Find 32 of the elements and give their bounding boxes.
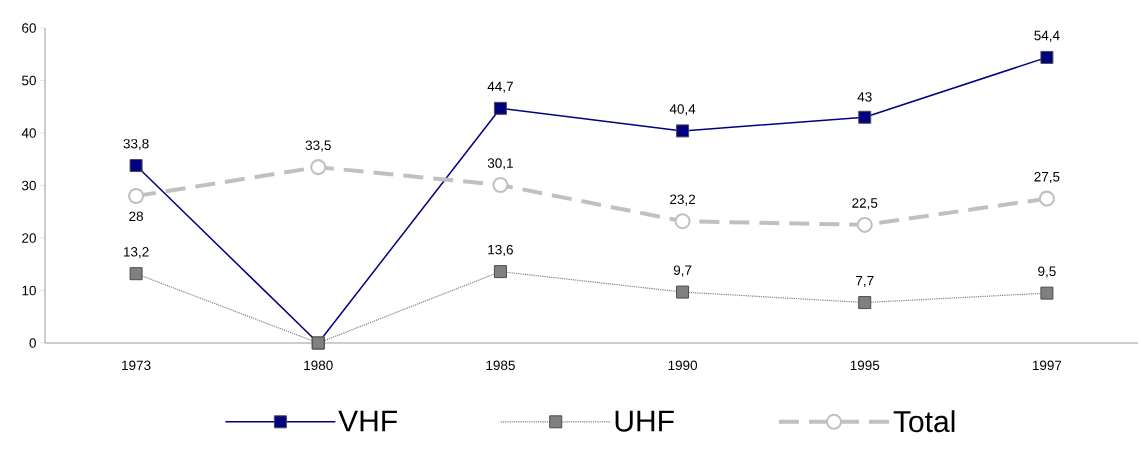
x-tick-label: 1973 bbox=[122, 360, 151, 371]
x-tick-label: 1997 bbox=[1032, 360, 1062, 371]
data-label: 40,4 bbox=[669, 104, 696, 116]
data-label: 13,6 bbox=[488, 244, 513, 257]
legend-label: VHF bbox=[338, 410, 397, 432]
y-tick-label: 60 bbox=[22, 23, 36, 33]
y-tick-label: 0 bbox=[29, 338, 36, 348]
data-label: 54,4 bbox=[1034, 30, 1060, 42]
y-tick-label: 20 bbox=[22, 233, 36, 243]
data-label: 9,7 bbox=[673, 265, 692, 277]
data-label: 28 bbox=[129, 211, 143, 222]
y-tick-label: 50 bbox=[22, 75, 36, 86]
x-tick-label: 1985 bbox=[486, 360, 515, 371]
data-label: 43 bbox=[857, 92, 872, 102]
x-tick-label: 1995 bbox=[850, 360, 880, 371]
x-tick-label: 1990 bbox=[668, 360, 698, 371]
data-label: 13,2 bbox=[123, 247, 149, 259]
data-label: 44,7 bbox=[487, 81, 513, 93]
data-label: 33,8 bbox=[123, 138, 149, 151]
y-tick-label: 30 bbox=[21, 180, 36, 191]
data-label: 33,5 bbox=[305, 140, 331, 152]
y-tick-label: 40 bbox=[21, 128, 36, 138]
data-label: 9,5 bbox=[1038, 266, 1056, 278]
legend-label: Total bbox=[893, 410, 955, 433]
x-tick-label: 1980 bbox=[304, 360, 333, 371]
data-label: 30,1 bbox=[487, 158, 513, 170]
data-label: 7,7 bbox=[856, 276, 874, 288]
data-label: 22,5 bbox=[852, 198, 878, 210]
legend-label: UHF bbox=[615, 410, 674, 432]
y-tick-label: 10 bbox=[22, 285, 36, 296]
data-label: 27,5 bbox=[1034, 171, 1060, 184]
data-label: 23,2 bbox=[670, 194, 696, 206]
